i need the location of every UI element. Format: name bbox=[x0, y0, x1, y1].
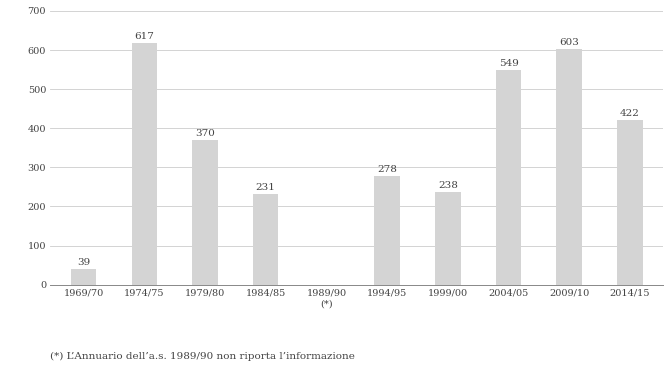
Text: 422: 422 bbox=[620, 109, 640, 118]
Text: 549: 549 bbox=[498, 59, 519, 68]
Bar bbox=[496, 70, 521, 285]
Bar bbox=[557, 49, 582, 285]
Bar bbox=[617, 120, 643, 285]
Text: 603: 603 bbox=[559, 38, 579, 47]
Text: 617: 617 bbox=[135, 32, 154, 42]
Text: 278: 278 bbox=[377, 165, 397, 174]
Text: (*) L’Annuario dell’a.s. 1989/90 non riporta l’informazione: (*) L’Annuario dell’a.s. 1989/90 non rip… bbox=[50, 352, 355, 361]
Text: 238: 238 bbox=[438, 181, 458, 190]
Text: 370: 370 bbox=[195, 129, 215, 138]
Bar bbox=[435, 192, 460, 285]
Text: 39: 39 bbox=[77, 258, 90, 268]
Bar bbox=[192, 140, 218, 285]
Bar bbox=[253, 194, 279, 285]
Text: 231: 231 bbox=[256, 183, 275, 192]
Bar bbox=[131, 43, 157, 285]
Bar bbox=[375, 176, 400, 285]
Bar bbox=[71, 269, 96, 285]
